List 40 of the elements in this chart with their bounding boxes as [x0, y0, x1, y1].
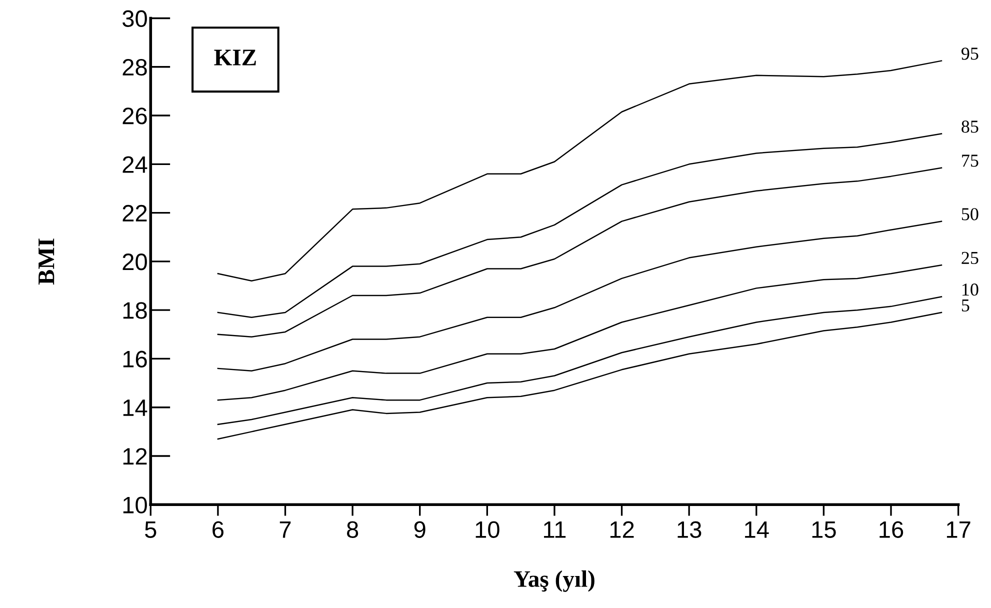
x-tick-label: 9	[414, 521, 426, 538]
x-tick-label: 7	[280, 521, 291, 538]
series-label: 25	[962, 252, 978, 264]
series-label: 75	[962, 154, 978, 167]
line-series	[217, 312, 942, 440]
y-tick-label: 18	[123, 302, 147, 319]
x-tick-label: 15	[812, 521, 836, 538]
line-series	[217, 264, 942, 401]
y-axis-title: BMI	[38, 238, 54, 285]
series-label: 10	[962, 283, 978, 296]
x-tick-label: 5	[145, 521, 156, 538]
y-tick-label: 22	[122, 204, 147, 222]
x-tick-label: 8	[347, 521, 358, 538]
annotation: KIZ	[214, 50, 256, 66]
y-tick-label: 20	[122, 254, 147, 270]
x-tick-label: 6	[212, 521, 224, 538]
series-label: 95	[961, 48, 978, 60]
y-tick-label: 26	[122, 108, 147, 124]
series-label: 50	[962, 208, 978, 220]
y-tick-label: 10	[123, 496, 147, 514]
series-label: 85	[962, 120, 978, 133]
series-label: 5	[962, 299, 970, 312]
y-tick-label: 16	[123, 350, 147, 368]
y-tick-label: 30	[122, 10, 147, 28]
x-tick-label: 17	[946, 521, 970, 538]
x-tick-label: 14	[745, 521, 769, 538]
line-series	[217, 167, 942, 338]
x-axis-title: Yaş (yıl)	[514, 570, 594, 592]
line-series	[217, 296, 942, 426]
x-tick-label: 12	[610, 521, 634, 538]
y-tick-label: 12	[123, 448, 147, 465]
x-tick-label: 13	[678, 521, 702, 538]
y-tick-label: 14	[123, 400, 148, 416]
y-tick-label: 28	[122, 58, 147, 76]
x-tick-label: 10	[476, 521, 500, 538]
line-series	[217, 220, 942, 372]
y-tick-label: 24	[122, 156, 148, 173]
line-series	[217, 133, 942, 318]
x-tick-label: 16	[880, 521, 904, 538]
x-tick-label: 11	[544, 521, 566, 538]
